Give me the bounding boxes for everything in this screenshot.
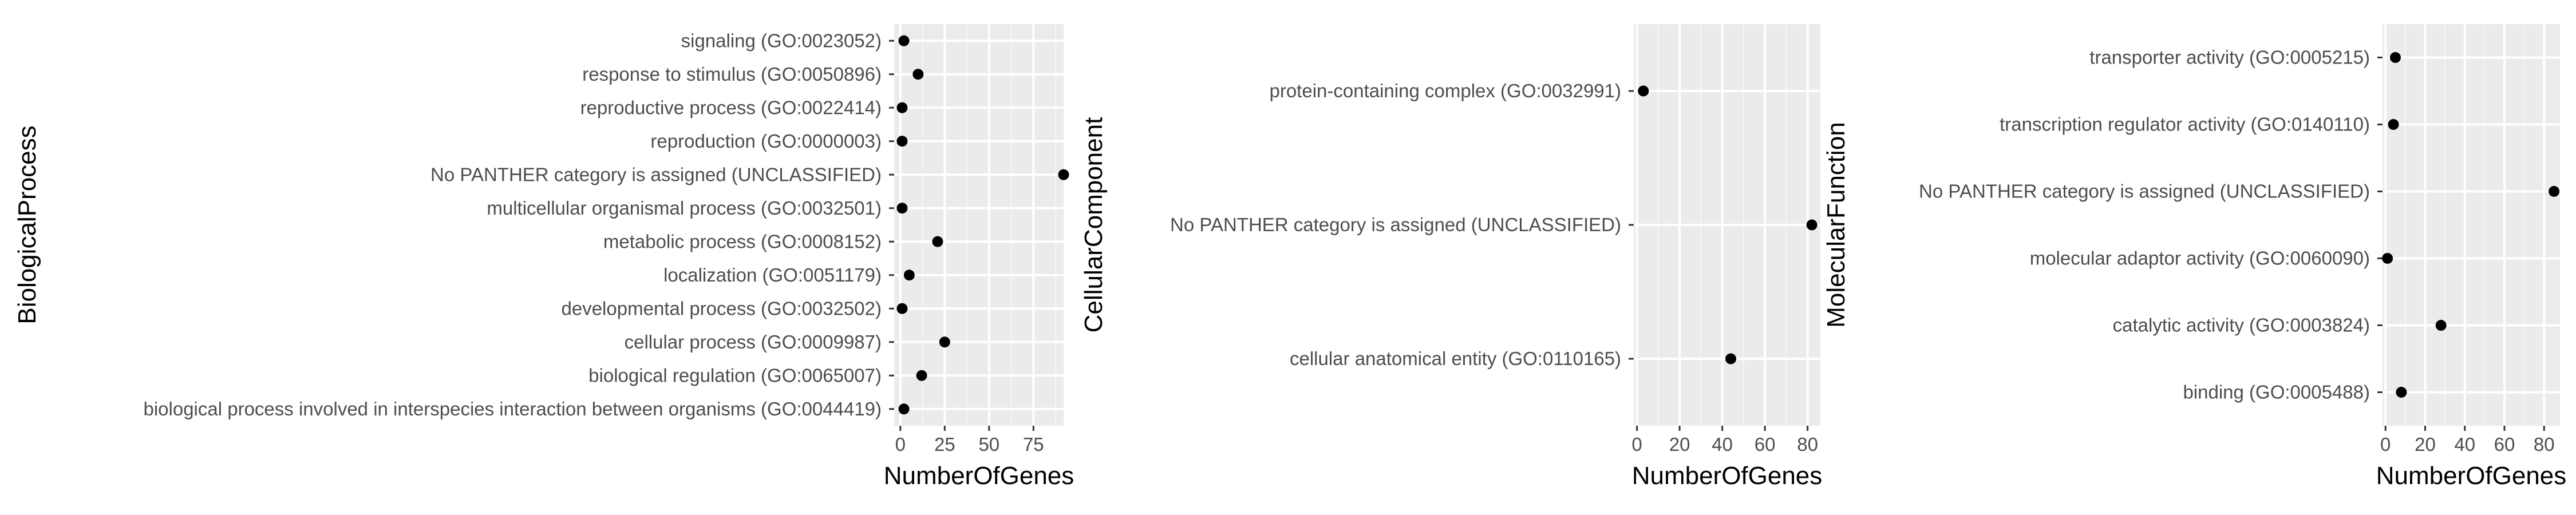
category-label: biological regulation (GO:0065007) (588, 365, 882, 386)
category-label: localization (GO:0051179) (663, 264, 882, 286)
category-label: No PANTHER category is assigned (UNCLASS… (430, 164, 882, 185)
data-point (939, 336, 950, 348)
y-axis-title: MolecularFunction (1822, 122, 1850, 328)
data-point (896, 203, 908, 214)
x-tick-label: 80 (2534, 434, 2555, 455)
data-point (896, 102, 908, 113)
x-tick-label: 60 (2494, 434, 2515, 455)
category-label: binding (GO:0005488) (2183, 382, 2370, 403)
data-point (896, 136, 908, 147)
category-label: response to stimulus (GO:0050896) (582, 64, 882, 85)
category-label: reproductive process (GO:0022414) (580, 97, 882, 118)
category-label: metabolic process (GO:0008152) (603, 231, 882, 252)
x-tick-label: 25 (934, 434, 955, 455)
data-point (1725, 353, 1737, 365)
category-label: signaling (GO:0023052) (681, 30, 882, 51)
data-point (2390, 52, 2401, 63)
data-point (912, 69, 924, 80)
category-label: multicellular organismal process (GO:003… (487, 197, 882, 219)
data-point (2549, 186, 2560, 197)
plot-panel-background (2383, 24, 2560, 426)
data-point (903, 270, 915, 281)
y-axis-title: CellularComponent (1080, 117, 1108, 333)
category-label: catalytic activity (GO:0003824) (2113, 315, 2370, 336)
x-tick-label: 60 (1755, 434, 1776, 455)
chart-panel-3: 0 20 40 60 80 transporter activity (GO:000521… (1822, 24, 2566, 490)
plot-panel-background (894, 24, 1064, 426)
x-tick-label: 40 (2454, 434, 2475, 455)
x-tick-label: 50 (978, 434, 999, 455)
data-point (1058, 169, 1069, 180)
category-label: No PANTHER category is assigned (UNCLASS… (1170, 214, 1621, 235)
category-label: transporter activity (GO:0005215) (2089, 47, 2370, 68)
category-label: transcription regulator activity (GO:014… (2000, 114, 2370, 135)
category-label: developmental process (GO:0032502) (562, 298, 882, 319)
data-point (2435, 320, 2447, 331)
data-point (898, 403, 910, 415)
y-axis-title: BiologicalProcess (13, 125, 41, 324)
category-label: reproduction (GO:0000003) (650, 130, 882, 152)
x-tick-label: 40 (1712, 434, 1733, 455)
x-tick-label: 75 (1023, 434, 1044, 455)
x-axis-title: NumberOfGenes (884, 462, 1074, 490)
x-tick-label: 0 (1631, 434, 1642, 455)
category-label: molecular adaptor activity (GO:0060090) (2030, 248, 2370, 269)
data-point (898, 35, 910, 46)
data-point (932, 236, 943, 247)
data-point (2382, 253, 2393, 264)
chart-panel-1: 0 25 50 75 signaling (GO:0023052) response to… (13, 24, 1074, 490)
data-point (1638, 85, 1649, 97)
x-tick-label: 0 (2380, 434, 2391, 455)
category-label: cellular anatomical entity (GO:0110165) (1290, 348, 1621, 369)
x-tick-label: 80 (1797, 434, 1818, 455)
data-point (916, 370, 927, 381)
data-point (2388, 119, 2399, 130)
category-label: No PANTHER category is assigned (UNCLASS… (1919, 181, 2370, 202)
data-point (2396, 387, 2407, 398)
x-tick-label: 20 (2415, 434, 2436, 455)
category-label: cellular process (GO:0009987) (625, 331, 882, 352)
data-point (896, 303, 908, 314)
data-point (1806, 219, 1818, 231)
x-axis-title: NumberOfGenes (2376, 462, 2567, 490)
x-axis-title: NumberOfGenes (1632, 462, 1823, 490)
category-label: protein-containing complex (GO:0032991) (1269, 80, 1621, 101)
chart-panel-2: 0 20 40 60 80 protein-containing complex (GO:… (1080, 24, 1822, 490)
category-label: biological process involved in interspec… (143, 398, 882, 419)
x-tick-label: 0 (895, 434, 906, 455)
x-tick-label: 20 (1669, 434, 1690, 455)
